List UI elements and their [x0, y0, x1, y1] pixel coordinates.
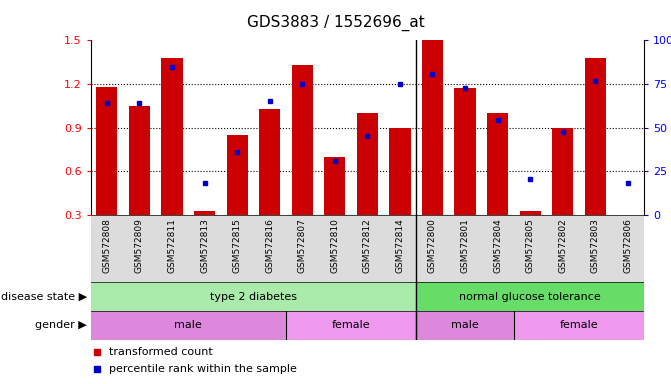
Text: GSM572806: GSM572806: [623, 218, 632, 273]
Text: GSM572803: GSM572803: [590, 218, 600, 273]
Bar: [194, 211, 215, 215]
Text: GSM572809: GSM572809: [135, 218, 144, 273]
Bar: [91, 282, 416, 311]
Text: GSM572807: GSM572807: [298, 218, 307, 273]
Bar: [422, 40, 443, 215]
Text: female: female: [560, 320, 599, 331]
Text: GSM572810: GSM572810: [330, 218, 340, 273]
Bar: [546, 215, 579, 282]
Bar: [514, 215, 546, 282]
Bar: [487, 113, 508, 215]
Bar: [91, 215, 123, 282]
Text: GSM572808: GSM572808: [103, 218, 111, 273]
Bar: [351, 215, 384, 282]
Bar: [324, 157, 346, 215]
Bar: [221, 215, 254, 282]
Bar: [162, 58, 183, 215]
Bar: [416, 215, 449, 282]
Bar: [481, 215, 514, 282]
Bar: [384, 215, 416, 282]
Text: type 2 diabetes: type 2 diabetes: [210, 291, 297, 302]
Text: GSM572801: GSM572801: [460, 218, 470, 273]
Text: GSM572802: GSM572802: [558, 218, 567, 273]
Bar: [286, 311, 416, 340]
Text: GSM572811: GSM572811: [168, 218, 176, 273]
Text: GSM572805: GSM572805: [525, 218, 535, 273]
Text: GSM572815: GSM572815: [233, 218, 242, 273]
Text: GSM572800: GSM572800: [428, 218, 437, 273]
Text: GSM572814: GSM572814: [395, 218, 405, 273]
Bar: [227, 135, 248, 215]
Bar: [552, 127, 573, 215]
Bar: [519, 211, 541, 215]
Bar: [292, 65, 313, 215]
Bar: [96, 87, 117, 215]
Text: normal glucose tolerance: normal glucose tolerance: [460, 291, 601, 302]
Bar: [259, 109, 280, 215]
Bar: [416, 282, 644, 311]
Bar: [156, 215, 189, 282]
Bar: [449, 215, 481, 282]
Bar: [514, 311, 644, 340]
Bar: [319, 215, 351, 282]
Text: GDS3883 / 1552696_at: GDS3883 / 1552696_at: [247, 15, 424, 31]
Bar: [611, 215, 644, 282]
Text: GSM572812: GSM572812: [363, 218, 372, 273]
Bar: [91, 311, 286, 340]
Text: male: male: [174, 320, 202, 331]
Bar: [416, 311, 514, 340]
Text: female: female: [331, 320, 370, 331]
Text: percentile rank within the sample: percentile rank within the sample: [109, 364, 297, 374]
Bar: [389, 127, 411, 215]
Bar: [286, 215, 319, 282]
Text: transformed count: transformed count: [109, 347, 213, 357]
Bar: [454, 88, 476, 215]
Text: GSM572804: GSM572804: [493, 218, 502, 273]
Bar: [129, 106, 150, 215]
Text: male: male: [451, 320, 479, 331]
Bar: [254, 215, 286, 282]
Text: gender ▶: gender ▶: [36, 320, 87, 331]
Bar: [357, 113, 378, 215]
Bar: [579, 215, 611, 282]
Bar: [189, 215, 221, 282]
Text: GSM572816: GSM572816: [265, 218, 274, 273]
Bar: [584, 58, 606, 215]
Text: GSM572813: GSM572813: [200, 218, 209, 273]
Text: disease state ▶: disease state ▶: [1, 291, 87, 302]
Bar: [123, 215, 156, 282]
